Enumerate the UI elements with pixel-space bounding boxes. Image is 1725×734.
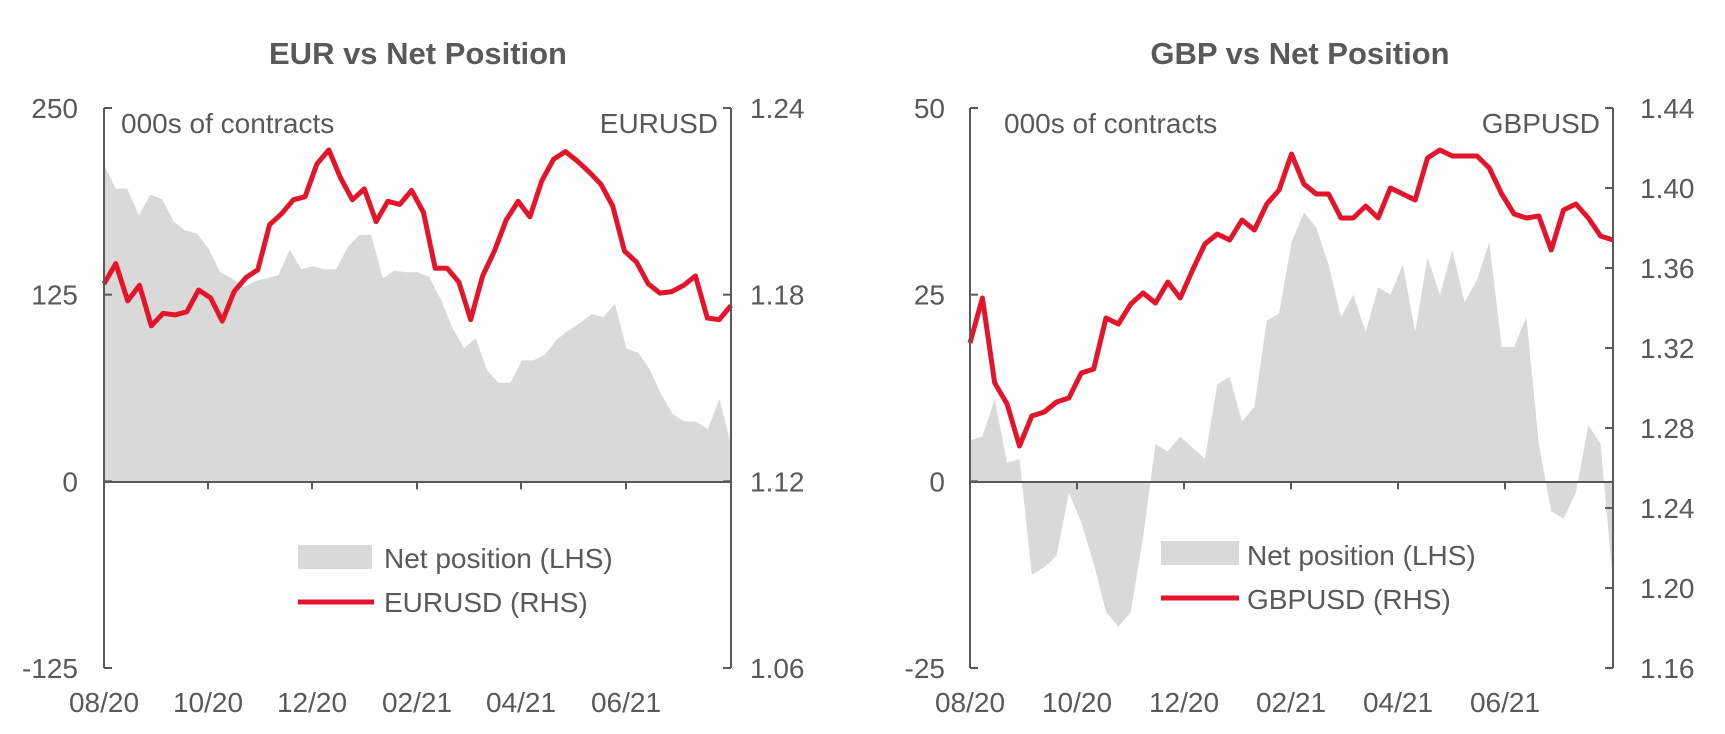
x-tick-label: 06/21 (1470, 687, 1540, 718)
legend-label-area: Net position (LHS) (384, 543, 613, 574)
right-tick-label: 1.06 (750, 653, 805, 684)
right-tick-label: 1.16 (1640, 653, 1695, 684)
legend: Net position (LHS) EURUSD (RHS) (298, 543, 613, 618)
x-tick-label: 08/20 (935, 687, 1005, 718)
left-tick-label: 50 (914, 93, 945, 124)
x-tick-label: 12/20 (277, 687, 347, 718)
gbp-chart: GBP vs Net Position 50 25 0 -25 1.44 1.40 1.36… (905, 36, 1695, 718)
x-tick-label: 04/21 (1363, 687, 1433, 718)
x-tick-label: 08/20 (69, 687, 139, 718)
fx-rate-line (101, 147, 733, 329)
chart-title: GBP vs Net Position (1150, 36, 1449, 71)
left-tick-label: -25 (905, 653, 945, 684)
x-tick-label: 12/20 (1149, 687, 1219, 718)
x-tick-label: 10/20 (173, 687, 243, 718)
net-position-area (104, 164, 731, 482)
x-tick-label: 02/21 (382, 687, 452, 718)
fx-rate-line (967, 147, 1614, 449)
x-tick-label: 06/21 (591, 687, 661, 718)
left-axis-note: 000s of contracts (121, 108, 334, 139)
right-tick-label: 1.40 (1640, 173, 1695, 204)
x-tick-label: 10/20 (1042, 687, 1112, 718)
legend-swatch-area (298, 545, 372, 569)
legend-label-line: EURUSD (RHS) (384, 587, 588, 618)
right-tick-label: 1.32 (1640, 333, 1695, 364)
legend: Net position (LHS) GBPUSD (RHS) (1161, 540, 1476, 615)
left-tick-label: 25 (914, 280, 945, 311)
right-tick-label: 1.36 (1640, 253, 1695, 284)
left-axis-note: 000s of contracts (1004, 108, 1217, 139)
left-tick-label: 0 (929, 466, 945, 497)
right-axis-note: GBPUSD (1482, 108, 1600, 139)
left-tick-label: -125 (22, 653, 78, 684)
right-tick-label: 1.44 (1640, 93, 1695, 124)
right-tick-label: 1.12 (750, 466, 805, 497)
right-tick-label: 1.20 (1640, 573, 1695, 604)
left-tick-label: 0 (62, 466, 78, 497)
legend-swatch-area (1161, 541, 1239, 565)
legend-label-line: GBPUSD (RHS) (1247, 584, 1451, 615)
right-tick-label: 1.24 (750, 93, 805, 124)
net-position-area (970, 212, 1613, 627)
left-tick-label: 250 (31, 93, 78, 124)
right-tick-label: 1.18 (750, 280, 805, 311)
left-tick-label: 125 (31, 280, 78, 311)
right-tick-label: 1.28 (1640, 413, 1695, 444)
chart-title: EUR vs Net Position (269, 36, 567, 71)
x-tick-label: 04/21 (486, 687, 556, 718)
right-axis-note: EURUSD (600, 108, 718, 139)
x-tick-label: 02/21 (1256, 687, 1326, 718)
right-tick-label: 1.24 (1640, 493, 1695, 524)
legend-label-area: Net position (LHS) (1247, 540, 1476, 571)
eur-chart: EUR vs Net Position 250 125 0 -125 1.24 1.18 1… (22, 36, 805, 718)
